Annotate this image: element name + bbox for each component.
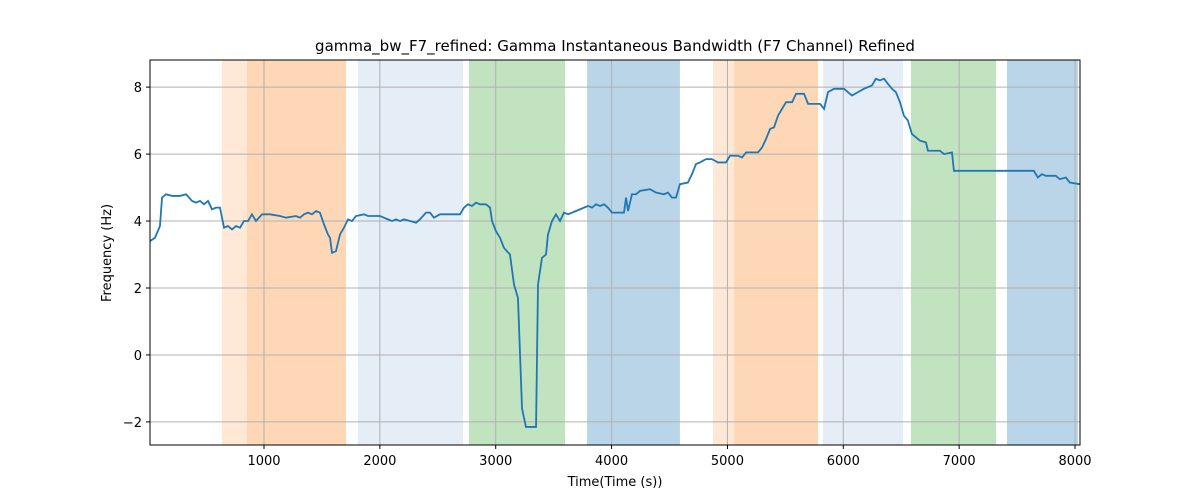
x-tick-label: 1000 [247, 454, 280, 469]
data-line [149, 77, 1081, 428]
shaded-span [734, 60, 819, 445]
x-tick-label: 5000 [711, 454, 744, 469]
x-tick-label: 7000 [943, 454, 976, 469]
x-tick-label: 2000 [363, 454, 396, 469]
plot-frame [149, 59, 1081, 446]
shaded-span [468, 60, 566, 445]
x-axis-label: Time(Time (s)) [567, 475, 663, 490]
shaded-span [357, 60, 464, 445]
x-tick-label: 3000 [479, 454, 512, 469]
shaded-span [1007, 60, 1079, 445]
y-tick-label: 6 [134, 148, 142, 163]
y-tick-label: 4 [134, 215, 142, 230]
x-tick-label: 6000 [827, 454, 860, 469]
shaded-span [246, 60, 347, 445]
shaded-span [712, 60, 735, 445]
y-axis-label: Frequency (Hz) [100, 204, 115, 302]
shaded-span [823, 60, 903, 445]
shaded-span [587, 60, 680, 445]
y-tick-label: 0 [134, 349, 142, 364]
shaded-span [221, 60, 247, 445]
y-tick-label: −2 [123, 416, 142, 431]
y-tick-label: 2 [134, 282, 142, 297]
x-tick-label: 8000 [1058, 454, 1091, 469]
chart-title: gamma_bw_F7_refined: Gamma Instantaneous… [315, 37, 915, 56]
y-tick-label: 8 [134, 81, 142, 96]
shaded-span [910, 60, 997, 445]
x-tick-label: 4000 [595, 454, 628, 469]
